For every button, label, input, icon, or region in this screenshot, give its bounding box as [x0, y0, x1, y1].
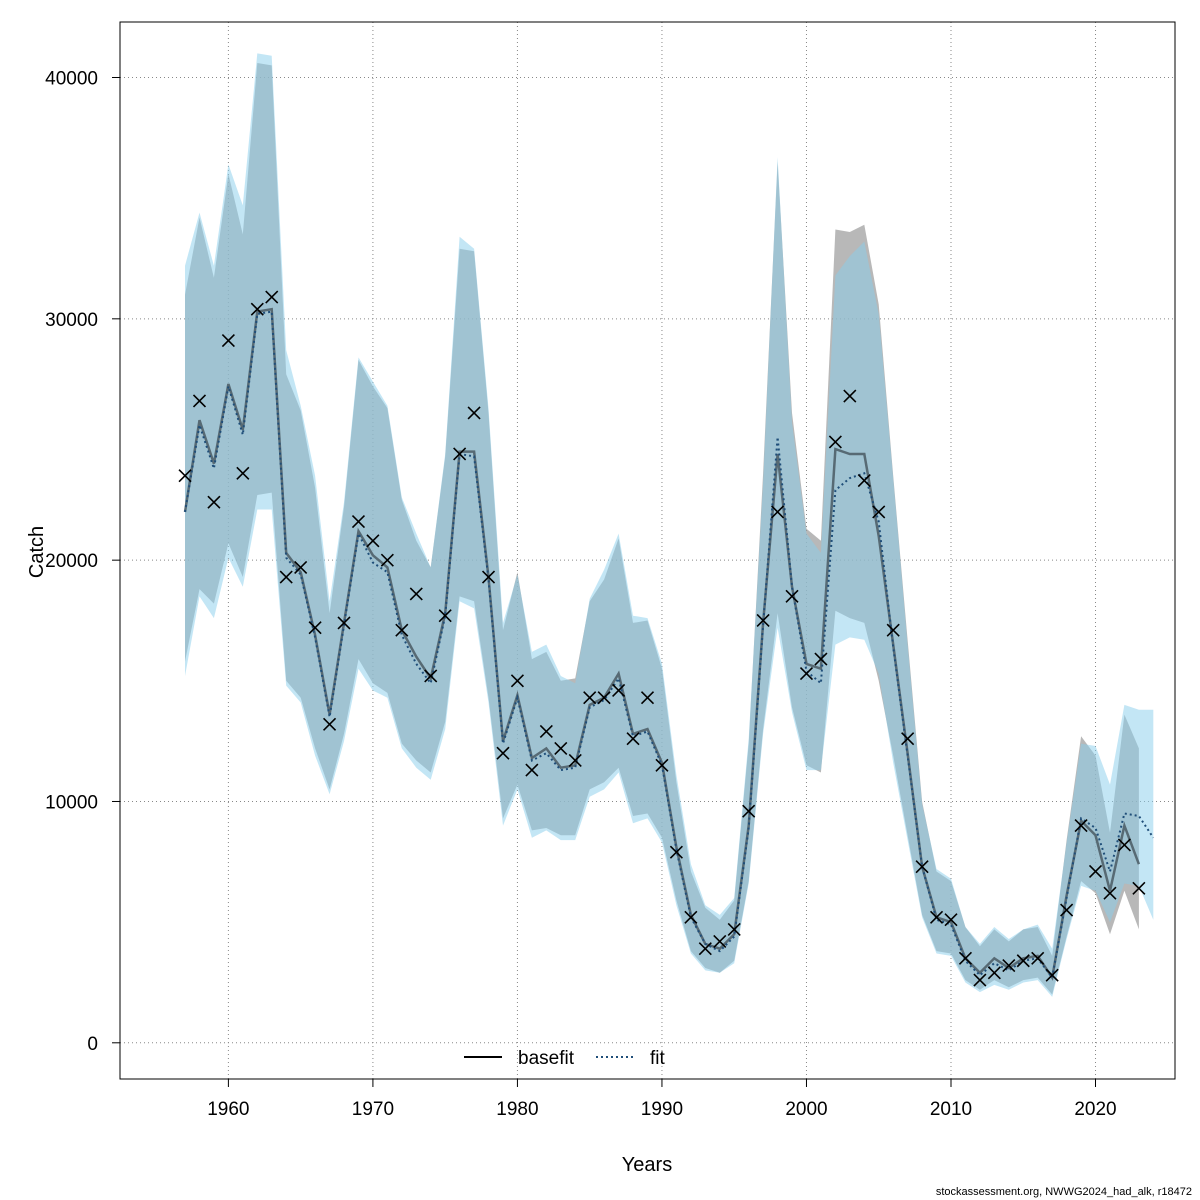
observed-point-1999: [785, 589, 799, 603]
observed-point-1962: [250, 302, 264, 316]
observed-point-1966: [308, 621, 322, 635]
observed-point-1957: [178, 469, 192, 483]
y-tick-label-10000: 10000: [45, 792, 98, 813]
x-tick-label-1970: 1970: [352, 1099, 394, 1120]
observed-point-2022: [1117, 838, 1131, 852]
fit-confidence-band: [185, 53, 1154, 997]
confidence-bands: [185, 53, 1154, 997]
observed-point-2007: [901, 732, 915, 746]
legend-basefit-label: basefit: [518, 1048, 575, 1069]
observed-point-1979: [496, 746, 510, 760]
observed-point-2017: [1045, 968, 1059, 982]
observed-point-1985: [583, 691, 597, 705]
observed-point-2016: [1031, 951, 1045, 965]
observed-point-1989: [640, 691, 655, 705]
observed-point-1990: [655, 758, 669, 772]
x-tick-label-2010: 2010: [930, 1099, 972, 1120]
observed-point-1978: [481, 570, 496, 584]
observed-point-1991: [669, 845, 683, 859]
observed-point-2023: [1132, 881, 1146, 895]
observed-point-1974: [424, 669, 438, 683]
observed-point-2013: [987, 966, 1001, 980]
observed-point-1988: [626, 732, 640, 746]
observed-point-1965: [294, 560, 308, 574]
observed-point-1959: [207, 495, 221, 509]
observed-point-1975: [438, 609, 452, 623]
observed-point-1998: [771, 505, 785, 519]
observed-point-1977: [467, 406, 481, 420]
observed-point-1986: [597, 691, 611, 705]
observed-point-2018: [1060, 903, 1074, 917]
observed-point-1997: [756, 613, 770, 628]
y-axis-title: Catch: [26, 526, 48, 578]
credit-text: stockassessment.org, NWWG2024_had_alk, r…: [935, 1186, 1192, 1198]
observed-point-2006: [886, 623, 900, 637]
plot-frame: [119, 21, 1176, 1080]
observed-points: [178, 290, 1146, 987]
observed-point-2014: [1002, 959, 1016, 973]
observed-point-1969: [351, 514, 366, 529]
observed-point-2021: [1103, 886, 1117, 900]
observed-point-1976: [453, 447, 467, 461]
observed-point-1994: [713, 934, 727, 949]
x-tick-label-1960: 1960: [207, 1099, 249, 1120]
observed-point-1987: [612, 683, 626, 698]
y-axis: 0 10000 20000 30000 40000: [45, 69, 120, 1055]
observed-point-1983: [554, 741, 568, 755]
observed-point-1995: [727, 922, 741, 936]
y-tick-label-0: 0: [87, 1034, 98, 1055]
observed-point-2011: [958, 951, 973, 965]
observed-point-1958: [192, 394, 207, 408]
y-tick-label-30000: 30000: [45, 310, 98, 331]
observed-point-1973: [409, 587, 423, 601]
observed-point-1996: [742, 804, 756, 818]
observed-point-1982: [539, 724, 553, 739]
fit-series-line: [184, 310, 1155, 981]
observed-point-2000: [799, 667, 814, 681]
observed-point-2020: [1088, 864, 1103, 879]
observed-point-1968: [337, 616, 351, 630]
observed-point-1980: [510, 674, 524, 688]
observed-point-1992: [684, 910, 698, 924]
observed-point-2005: [872, 505, 886, 519]
observed-point-1972: [395, 623, 409, 637]
observed-point-1993: [698, 942, 712, 956]
y-tick-label-20000: 20000: [45, 551, 98, 572]
observed-point-2015: [1016, 954, 1030, 968]
observed-point-2001: [814, 652, 828, 666]
observed-point-2012: [973, 973, 987, 987]
observed-point-2002: [828, 435, 842, 449]
x-tick-label-2000: 2000: [785, 1099, 827, 1120]
legend: basefit fit: [464, 1048, 666, 1069]
legend-fit-label: fit: [650, 1048, 666, 1069]
observed-point-1964: [279, 570, 293, 584]
observed-point-2010: [944, 913, 958, 927]
observed-point-2003: [843, 389, 857, 403]
x-tick-label-2020: 2020: [1074, 1099, 1116, 1120]
observed-point-1963: [265, 290, 279, 304]
observed-point-1960: [221, 333, 235, 348]
observed-point-2009: [929, 910, 944, 924]
observed-point-2008: [915, 860, 929, 874]
observed-point-1981: [525, 763, 539, 777]
observed-point-1971: [380, 553, 394, 567]
y-tick-label-40000: 40000: [45, 69, 98, 90]
x-axis-title: Years: [622, 1154, 672, 1176]
observed-point-2004: [857, 473, 871, 488]
observed-point-1970: [366, 534, 380, 548]
observed-point-1961: [236, 466, 250, 480]
observed-point-1984: [568, 753, 582, 768]
observed-point-2019: [1074, 819, 1088, 833]
observed-point-1967: [322, 717, 337, 731]
x-tick-label-1980: 1980: [496, 1099, 538, 1120]
x-tick-label-1990: 1990: [641, 1099, 683, 1120]
x-axis: 1960 1970 1980 1990 2000 2010 2020: [207, 1079, 1117, 1120]
